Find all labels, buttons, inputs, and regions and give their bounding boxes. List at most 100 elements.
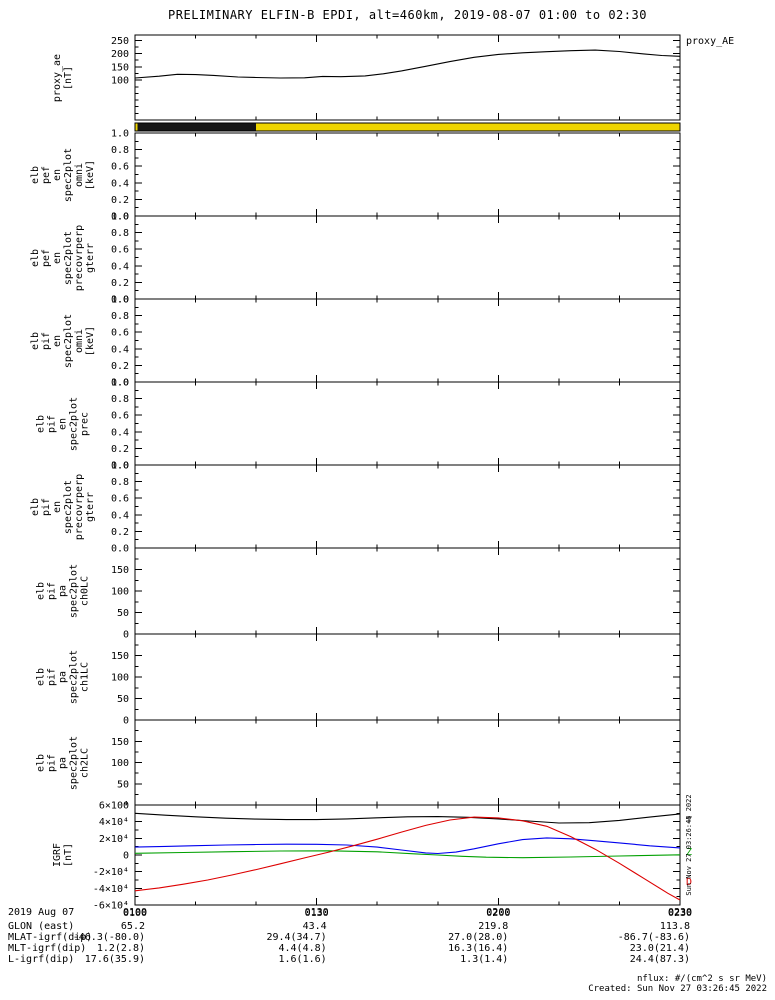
footer-row-value: 113.8 xyxy=(659,921,690,932)
y-tick-label: 0 xyxy=(123,851,129,862)
y-tick-label: 0.2 xyxy=(111,444,129,455)
y-tick-label: 0.4 xyxy=(111,344,129,355)
footer-row-value: -46.3(-80.0) xyxy=(72,932,145,943)
y-tick-label: 250 xyxy=(111,36,129,47)
y-tick-label: 0.6 xyxy=(111,162,129,173)
y-tick-label: 4×10⁴ xyxy=(99,817,129,828)
nflux-units-note: nflux: #/(cm^2 s sr MeV) xyxy=(636,974,767,984)
footer-row-value: 65.2 xyxy=(120,921,145,932)
panel-ylabel-pif_en_prec: elb pif en spec2plot prec xyxy=(35,396,91,451)
y-tick-label: 0.0 xyxy=(111,212,129,223)
y-tick-label: 0.4 xyxy=(111,178,129,189)
y-tick-label: -6×10⁴ xyxy=(93,901,129,912)
y-tick-label: 1.0 xyxy=(111,295,129,306)
y-tick-label: 200 xyxy=(111,49,129,60)
panel-ylabel-pif_en_omni: elb pif en spec2plot omni [keV] xyxy=(30,313,96,368)
y-tick-label: -4×10⁴ xyxy=(93,884,129,895)
footer-row-value: 4.4(4.8) xyxy=(278,943,327,954)
footer-row-value: 27.0(28.0) xyxy=(448,932,509,943)
footer-row-label: MLT-igrf(dip) xyxy=(8,943,87,954)
footer-row-value: 24.4(87.3) xyxy=(629,954,690,965)
y-tick-label: 0.8 xyxy=(111,394,129,405)
panel-ylabel-proxy_ae: proxy_ae [nT] xyxy=(52,53,74,102)
panel-ylabel-pif_pa_ch2LC: elb pif pa spec2plot ch2LC xyxy=(35,735,91,790)
y-tick-label: 0.0 xyxy=(111,295,129,306)
y-tick-label: 6×10⁴ xyxy=(99,801,129,812)
flag-bar-segment xyxy=(137,123,257,131)
y-tick-label: 100 xyxy=(111,673,129,684)
y-tick-label: 150 xyxy=(111,737,129,748)
y-tick-label: 0.8 xyxy=(111,477,129,488)
y-tick-label: -2×10⁴ xyxy=(93,867,129,878)
panel-ylabel-pif_pa_ch0LC: elb pif pa spec2plot ch0LC xyxy=(35,563,91,619)
y-tick-label: 0.0 xyxy=(111,378,129,389)
proxy-ae-right-label: proxy_AE xyxy=(686,36,735,47)
panel-frame-pif_en_prec xyxy=(134,381,681,466)
panel-ylabel-igrf: IGRF [nT] xyxy=(52,842,74,868)
y-tick-label: 0 xyxy=(123,716,129,727)
created-note: Created: Sun Nov 27 03:26:45 2022 xyxy=(588,984,767,994)
y-tick-label: 150 xyxy=(111,62,129,73)
line-label-Z: Z xyxy=(686,847,692,858)
y-tick-label: 0.6 xyxy=(111,245,129,256)
y-tick-label: 0.6 xyxy=(111,411,129,422)
y-tick-label: 1.0 xyxy=(111,212,129,223)
panel-frame-pif_pa_ch1LC xyxy=(134,633,681,721)
x-tick-label: 0230 xyxy=(668,908,692,919)
y-tick-label: 0.2 xyxy=(111,361,129,372)
panel-ylabel-pef_en_omni: elb pef en spec2plot omni [keV] xyxy=(30,147,96,202)
panel-ylabel-pif_pa_ch1LC: elb pif pa spec2plot ch1LC xyxy=(35,649,91,705)
x-tick-label: 0130 xyxy=(305,908,329,919)
y-tick-label: 1.0 xyxy=(111,378,129,389)
footer-time-value: 0130 xyxy=(304,907,329,918)
y-tick-label: 50 xyxy=(117,779,129,790)
footer-row-value: 43.4 xyxy=(302,921,327,932)
panel-frame-pif_pa_ch0LC xyxy=(134,547,681,635)
y-tick-label: 0.0 xyxy=(111,461,129,472)
y-tick-label: 100 xyxy=(111,587,129,598)
y-tick-label: 1.0 xyxy=(111,129,129,140)
footer-row-label: MLAT-igrf(dip) xyxy=(8,932,93,943)
footer-date-label: 2019 Aug 07 xyxy=(8,907,75,918)
footer-row-label: L-igrf(dip) xyxy=(8,954,75,965)
y-tick-label: 50 xyxy=(117,608,129,619)
panel-ylabel-pif_en_precovrperp_gterr: elb pif en spec2plot precovrperp gterr xyxy=(30,473,96,540)
footer-time-value: 0100 xyxy=(122,907,148,918)
footer-row-value: 1.2(2.8) xyxy=(96,943,145,954)
y-tick-label: 0.2 xyxy=(111,527,129,538)
y-tick-label: 0.4 xyxy=(111,427,129,438)
series-line-N xyxy=(134,837,681,855)
plot-title: PRELIMINARY ELFIN-B EPDI, alt=460km, 201… xyxy=(168,8,647,22)
panel-frame-igrf xyxy=(134,804,681,906)
corner-notes: nflux: #/(cm^2 s sr MeV) Created: Sun No… xyxy=(588,974,767,994)
footer-row-value: 1.3(1.4) xyxy=(460,954,509,965)
y-tick-label: 150 xyxy=(111,651,129,662)
y-tick-label: 0.8 xyxy=(111,145,129,156)
flag-bar xyxy=(134,122,681,132)
footer-time-value: 0230 xyxy=(667,907,693,918)
series-line-T xyxy=(134,812,681,824)
footer-row-label: GLON (east) xyxy=(8,921,75,932)
footer-row-value: 16.3(16.4) xyxy=(448,943,509,954)
footer-row-value: 23.0(21.4) xyxy=(629,943,690,954)
panel-frame-proxy_ae xyxy=(134,34,681,121)
series-line-Z xyxy=(134,850,681,859)
y-tick-label: 0.4 xyxy=(111,261,129,272)
y-tick-label: 0.6 xyxy=(111,494,129,505)
y-tick-label: 2×10⁴ xyxy=(99,834,129,845)
side-timestamp: Sun Nov 27 03:26:45 2022 xyxy=(685,794,693,896)
line-label-D: D xyxy=(686,877,692,888)
y-tick-label: 0.4 xyxy=(111,510,129,521)
y-tick-label: 0.0 xyxy=(111,544,129,555)
panel-frame-pif_en_omni xyxy=(134,298,681,383)
y-tick-label: 0.6 xyxy=(111,328,129,339)
footer-row-value: 17.6(35.9) xyxy=(84,954,145,965)
y-tick-label: 0.8 xyxy=(111,311,129,322)
y-tick-label: 0.8 xyxy=(111,228,129,239)
x-tick-label: 0200 xyxy=(486,908,510,919)
y-tick-label: 100 xyxy=(111,76,129,87)
panel-frame-pef_en_omni xyxy=(134,132,681,217)
panel-frame-pif_pa_ch2LC xyxy=(134,719,681,806)
x-tick-label: 0100 xyxy=(123,908,147,919)
